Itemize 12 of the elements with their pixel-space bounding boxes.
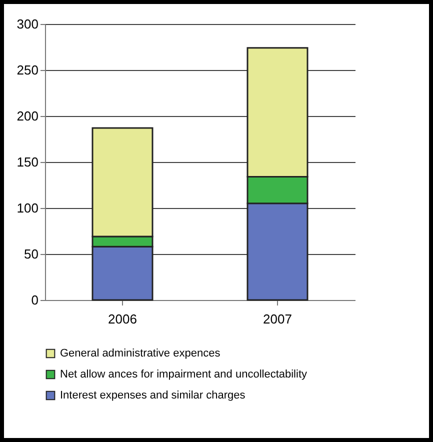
legend-label: Net allow ances for impairment and uncollectability	[60, 368, 308, 380]
y-tick-label: 0	[31, 292, 38, 308]
y-tick-label: 300	[16, 16, 38, 32]
x-tick-label: 2007	[263, 312, 292, 326]
y-tick-label: 50	[24, 246, 38, 262]
y-tick-label: 200	[16, 108, 38, 124]
x-tick-label: 2006	[108, 312, 137, 326]
legend-label: Interest expenses and similar charges	[60, 390, 246, 402]
y-tick-label: 250	[16, 62, 38, 78]
y-tick-label: 150	[16, 154, 38, 170]
y-tick-label: 100	[16, 200, 38, 216]
legend-label: General administrative expences	[60, 348, 221, 360]
